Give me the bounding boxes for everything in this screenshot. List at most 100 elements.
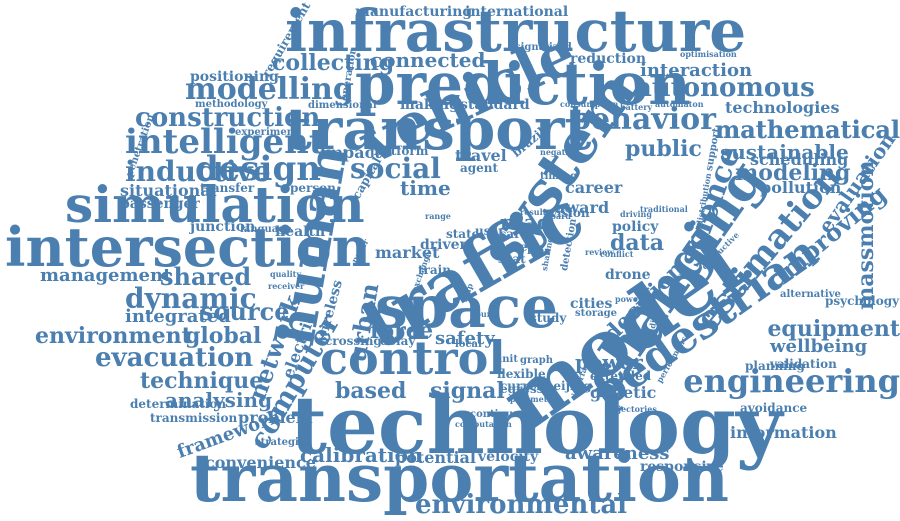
- word-road: road: [500, 210, 551, 234]
- word-global: global: [185, 323, 262, 349]
- word-policy: policy: [612, 219, 659, 235]
- word-potential: potential: [395, 448, 476, 467]
- word-source: source: [200, 297, 290, 326]
- word-quality: quality: [270, 269, 302, 279]
- word-avoidance: avoidance: [740, 401, 808, 415]
- word-driving: driving: [620, 209, 652, 219]
- word-unit: unit: [495, 354, 518, 365]
- word-technique: technique: [140, 368, 264, 394]
- word-technology: technology: [290, 378, 783, 472]
- word-vision: vision: [550, 206, 590, 220]
- word-egress: egress: [500, 382, 544, 396]
- word-engineering: engineering: [683, 362, 900, 400]
- word-evacuation: evacuation: [95, 343, 254, 373]
- word-language: language: [240, 224, 292, 235]
- word-collecting: collecting: [272, 50, 395, 76]
- word-intelligent: intelligent: [125, 122, 325, 162]
- word-local: local: [455, 339, 482, 350]
- word-optimisation: optimisation: [680, 49, 737, 59]
- word-safety: safety: [435, 328, 495, 349]
- word-agent: agent: [460, 161, 499, 175]
- word-drone: drone: [605, 267, 651, 283]
- word-pollution: pollution: [760, 178, 842, 197]
- word-velocity: velocity: [478, 449, 539, 465]
- word-modeling: modeling: [735, 160, 851, 186]
- word-continuous: continuous: [470, 409, 533, 420]
- word-beijing: beijing: [545, 379, 592, 393]
- word-consumption: consumption: [560, 99, 619, 109]
- word-award: award: [555, 198, 610, 217]
- word-psychology: psychology: [825, 294, 900, 308]
- word-making: making: [400, 97, 459, 113]
- word-methodology: methodology: [195, 99, 268, 110]
- word-technologies: technologies: [725, 98, 840, 117]
- word-awareness: awareness: [565, 443, 670, 464]
- word-standard: standard: [460, 97, 530, 113]
- word-conflict: conflict: [600, 249, 634, 259]
- word-range: range: [425, 211, 451, 221]
- word-junction: junction: [190, 219, 256, 235]
- word-case: case: [498, 240, 528, 254]
- word-manufacturing: manufacturing: [355, 4, 473, 20]
- word-train: train: [418, 263, 451, 277]
- word-traditional: traditional: [640, 204, 688, 214]
- word-car: car: [499, 227, 521, 241]
- word-environment: environment: [35, 323, 192, 349]
- word-powered: powered: [615, 294, 653, 304]
- word-cities: cities: [570, 296, 613, 312]
- word-data: data: [610, 230, 665, 256]
- word-intersection: intersection: [5, 215, 371, 279]
- word-negative: negative: [540, 147, 579, 157]
- word-storage: storage: [575, 308, 618, 319]
- word-mathematical: mathematical: [714, 115, 900, 144]
- word-extended: extended: [590, 369, 652, 383]
- word-prediction: prediction: [355, 50, 691, 118]
- word-power: power: [575, 350, 643, 374]
- word-integrated: integrated: [125, 306, 231, 327]
- word-strategies: strategies: [255, 437, 311, 448]
- word-market: market: [375, 243, 440, 262]
- word-bound: bound: [470, 309, 499, 319]
- word-behavior: behavior: [570, 102, 716, 137]
- word-social: social: [350, 152, 441, 185]
- word-control: control: [320, 331, 506, 385]
- word-trajectories: trajectories: [605, 404, 657, 414]
- word-transportation: transportation: [190, 439, 729, 517]
- word-seat: seat: [498, 252, 526, 266]
- word-management: management: [40, 265, 172, 286]
- word-person: person: [290, 181, 336, 195]
- word-positioning: positioning: [190, 69, 279, 85]
- word-infrastructure: infrastructure: [285, 0, 747, 65]
- word-delay: delay: [380, 334, 416, 348]
- word-inductive: inductive: [125, 155, 271, 188]
- word-battery: battery: [620, 102, 653, 112]
- word-impact: impact: [320, 143, 382, 162]
- word-result: result: [520, 207, 547, 217]
- word-platform: platform: [370, 144, 429, 158]
- word-space: space: [375, 273, 559, 341]
- word-autonomous: autonomous: [635, 73, 815, 103]
- word-responsive: responsive: [640, 459, 724, 475]
- word-current: current: [500, 379, 551, 393]
- word-passenger: passenger: [120, 196, 200, 212]
- word-driver: driver: [420, 237, 467, 253]
- word-convenience: convenience: [205, 453, 316, 472]
- word-signalized: signalized: [515, 42, 572, 53]
- word-interaction: interaction: [640, 60, 753, 81]
- word-experiment: experiment: [235, 127, 299, 138]
- word-genetic: genetic: [590, 383, 657, 402]
- word-simulation: simulation: [65, 175, 365, 234]
- word-signal: signal: [430, 378, 505, 404]
- word-international: international: [465, 4, 569, 20]
- word-state: state: [446, 227, 480, 241]
- word-flexible: flexible: [497, 367, 546, 381]
- word-transport: transport: [285, 95, 592, 163]
- word-validation: validation: [770, 357, 837, 371]
- word-health: health: [275, 224, 326, 240]
- word-scheduling: scheduling: [750, 150, 849, 169]
- word-public: public: [625, 136, 702, 162]
- word-transfer: transfer: [200, 181, 255, 195]
- word-timing: timing: [540, 171, 578, 182]
- word-crossing: crossing: [325, 334, 382, 348]
